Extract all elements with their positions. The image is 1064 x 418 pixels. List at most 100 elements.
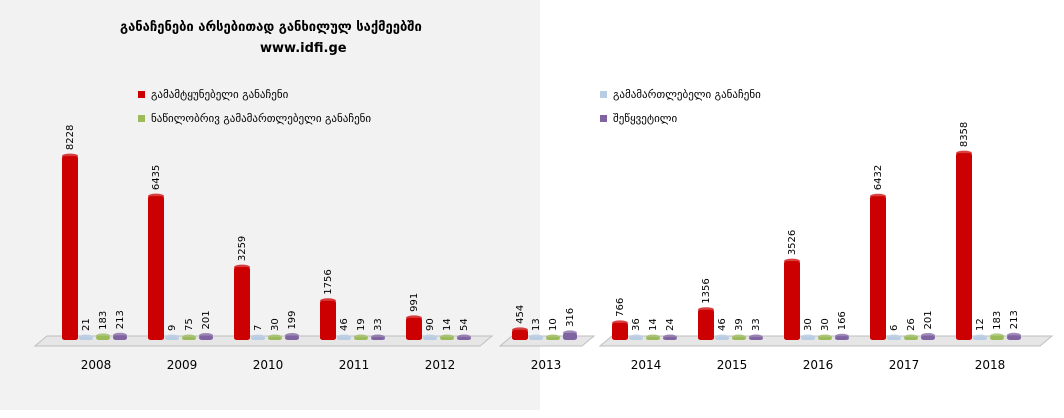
bar-top-2012-series-1: [423, 334, 437, 340]
legend-item-convicting: გამამტყუნებელი განაჩენი: [138, 88, 288, 101]
bar-top-2011-series-0: [320, 298, 336, 304]
data-label-2008-series-2: 183: [98, 311, 109, 330]
bar-top-2011-series-2: [354, 334, 368, 340]
bar-top-2013-series-2: [546, 334, 560, 340]
bar-2018-series-0: [956, 153, 972, 340]
bar-top-2013-series-0: [512, 327, 528, 333]
bar-2016-series-0: [784, 261, 800, 340]
bar-top-2010-series-0: [234, 264, 250, 270]
bar-2008-series-0: [62, 156, 78, 340]
legend-swatch-terminated: [600, 115, 607, 122]
data-label-2008-series-3: 213: [115, 310, 126, 329]
data-label-2011-series-2: 19: [356, 318, 367, 331]
data-label-2018-series-1: 12: [975, 318, 986, 331]
legend-item-terminated: შეწყვეტილი: [600, 112, 677, 125]
bar-2017-series-0: [870, 196, 886, 340]
bar-2012-series-0: [406, 317, 422, 340]
data-label-2011-series-0: 1756: [323, 269, 334, 294]
bar-top-2017-series-2: [904, 334, 918, 340]
data-label-2018-series-0: 8358: [959, 122, 970, 147]
data-label-2014-series-1: 36: [631, 318, 642, 331]
bar-top-2017-series-1: [887, 334, 901, 340]
data-label-2016-series-2: 30: [820, 318, 831, 331]
bar-top-2016-series-3: [835, 333, 849, 339]
x-tick-label-2016: 2016: [803, 358, 834, 372]
chart-title: განაჩენები არსებითად განხილულ საქმეებში: [120, 20, 422, 35]
data-label-2016-series-1: 30: [803, 318, 814, 331]
data-label-2008-series-1: 21: [81, 318, 92, 331]
bar-top-2012-series-3: [457, 334, 471, 340]
data-label-2011-series-1: 46: [339, 318, 350, 331]
data-label-2012-series-0: 991: [409, 293, 420, 312]
data-label-2013-series-1: 13: [531, 318, 542, 331]
bar-2014-series-0: [612, 322, 628, 340]
bar-top-2008-series-0: [62, 153, 78, 159]
data-label-2018-series-3: 213: [1009, 310, 1020, 329]
bar-top-2015-series-1: [715, 334, 729, 340]
bar-top-2013-series-3: [563, 330, 577, 336]
bar-top-2017-series-0: [870, 193, 886, 199]
bar-top-2015-series-3: [749, 334, 763, 340]
data-label-2011-series-3: 33: [373, 318, 384, 331]
legend-item-acquittal: გამამართლებელი განაჩენი: [600, 88, 761, 101]
data-label-2008-series-0: 8228: [65, 125, 76, 150]
bar-top-2008-series-3: [113, 332, 127, 338]
bar-top-2016-series-2: [818, 334, 832, 340]
x-tick-label-2011: 2011: [339, 358, 370, 372]
data-label-2015-series-2: 39: [734, 318, 745, 331]
bar-top-2010-series-2: [268, 334, 282, 340]
bar-top-2013-series-1: [529, 334, 543, 340]
data-label-2009-series-2: 75: [184, 318, 195, 331]
x-tick-label-2015: 2015: [717, 358, 748, 372]
bar-top-2012-series-0: [406, 315, 422, 321]
data-label-2015-series-1: 46: [717, 318, 728, 331]
legend-swatch-convicting: [138, 91, 145, 98]
bar-top-2016-series-1: [801, 334, 815, 340]
data-label-2010-series-2: 30: [270, 318, 281, 331]
bar-top-2008-series-2: [96, 333, 110, 339]
data-label-2010-series-3: 199: [287, 310, 298, 329]
data-label-2017-series-2: 26: [906, 318, 917, 331]
bar-top-2009-series-2: [182, 334, 196, 340]
data-label-2017-series-0: 6432: [873, 165, 884, 190]
bar-top-2009-series-3: [199, 333, 213, 339]
bar-2010-series-0: [234, 267, 250, 340]
bar-top-2011-series-1: [337, 334, 351, 340]
bar-top-2011-series-3: [371, 334, 385, 340]
data-label-2015-series-0: 1356: [701, 278, 712, 303]
bar-top-2018-series-3: [1007, 332, 1021, 338]
legend-label-convicting: გამამტყუნებელი განაჩენი: [151, 88, 289, 101]
data-label-2013-series-2: 10: [548, 318, 559, 331]
data-label-2010-series-0: 3259: [237, 236, 248, 261]
data-label-2010-series-1: 7: [253, 325, 264, 331]
data-label-2012-series-3: 54: [459, 318, 470, 331]
data-label-2013-series-0: 454: [515, 305, 526, 324]
data-label-2017-series-1: 6: [889, 325, 900, 331]
x-tick-label-2012: 2012: [425, 358, 456, 372]
bar-top-2015-series-2: [732, 334, 746, 340]
bar-top-2018-series-1: [973, 334, 987, 340]
legend-label-acquittal: გამამართლებელი განაჩენი: [613, 88, 761, 101]
x-tick-label-2017: 2017: [889, 358, 920, 372]
legend-label-partial-acquittal: ნაწილობრივ გამამართლებელი განაჩენი: [151, 112, 372, 125]
data-label-2016-series-0: 3526: [787, 230, 798, 255]
data-label-2013-series-3: 316: [565, 308, 576, 327]
bar-top-2010-series-1: [251, 334, 265, 340]
data-label-2009-series-1: 9: [167, 325, 178, 331]
bar-2009-series-0: [148, 196, 164, 340]
bar-top-2016-series-0: [784, 258, 800, 264]
data-label-2014-series-0: 766: [615, 298, 626, 317]
data-label-2009-series-3: 201: [201, 310, 212, 329]
bar-top-2014-series-3: [663, 334, 677, 340]
data-label-2012-series-1: 90: [425, 318, 436, 331]
data-label-2012-series-2: 14: [442, 318, 453, 331]
bar-top-2009-series-1: [165, 334, 179, 340]
data-label-2009-series-0: 6435: [151, 165, 162, 190]
data-label-2015-series-3: 33: [751, 318, 762, 331]
bar-top-2009-series-0: [148, 193, 164, 199]
legend-swatch-partial-acquittal: [138, 115, 145, 122]
bar-top-2014-series-2: [646, 334, 660, 340]
x-tick-label-2008: 2008: [81, 358, 112, 372]
